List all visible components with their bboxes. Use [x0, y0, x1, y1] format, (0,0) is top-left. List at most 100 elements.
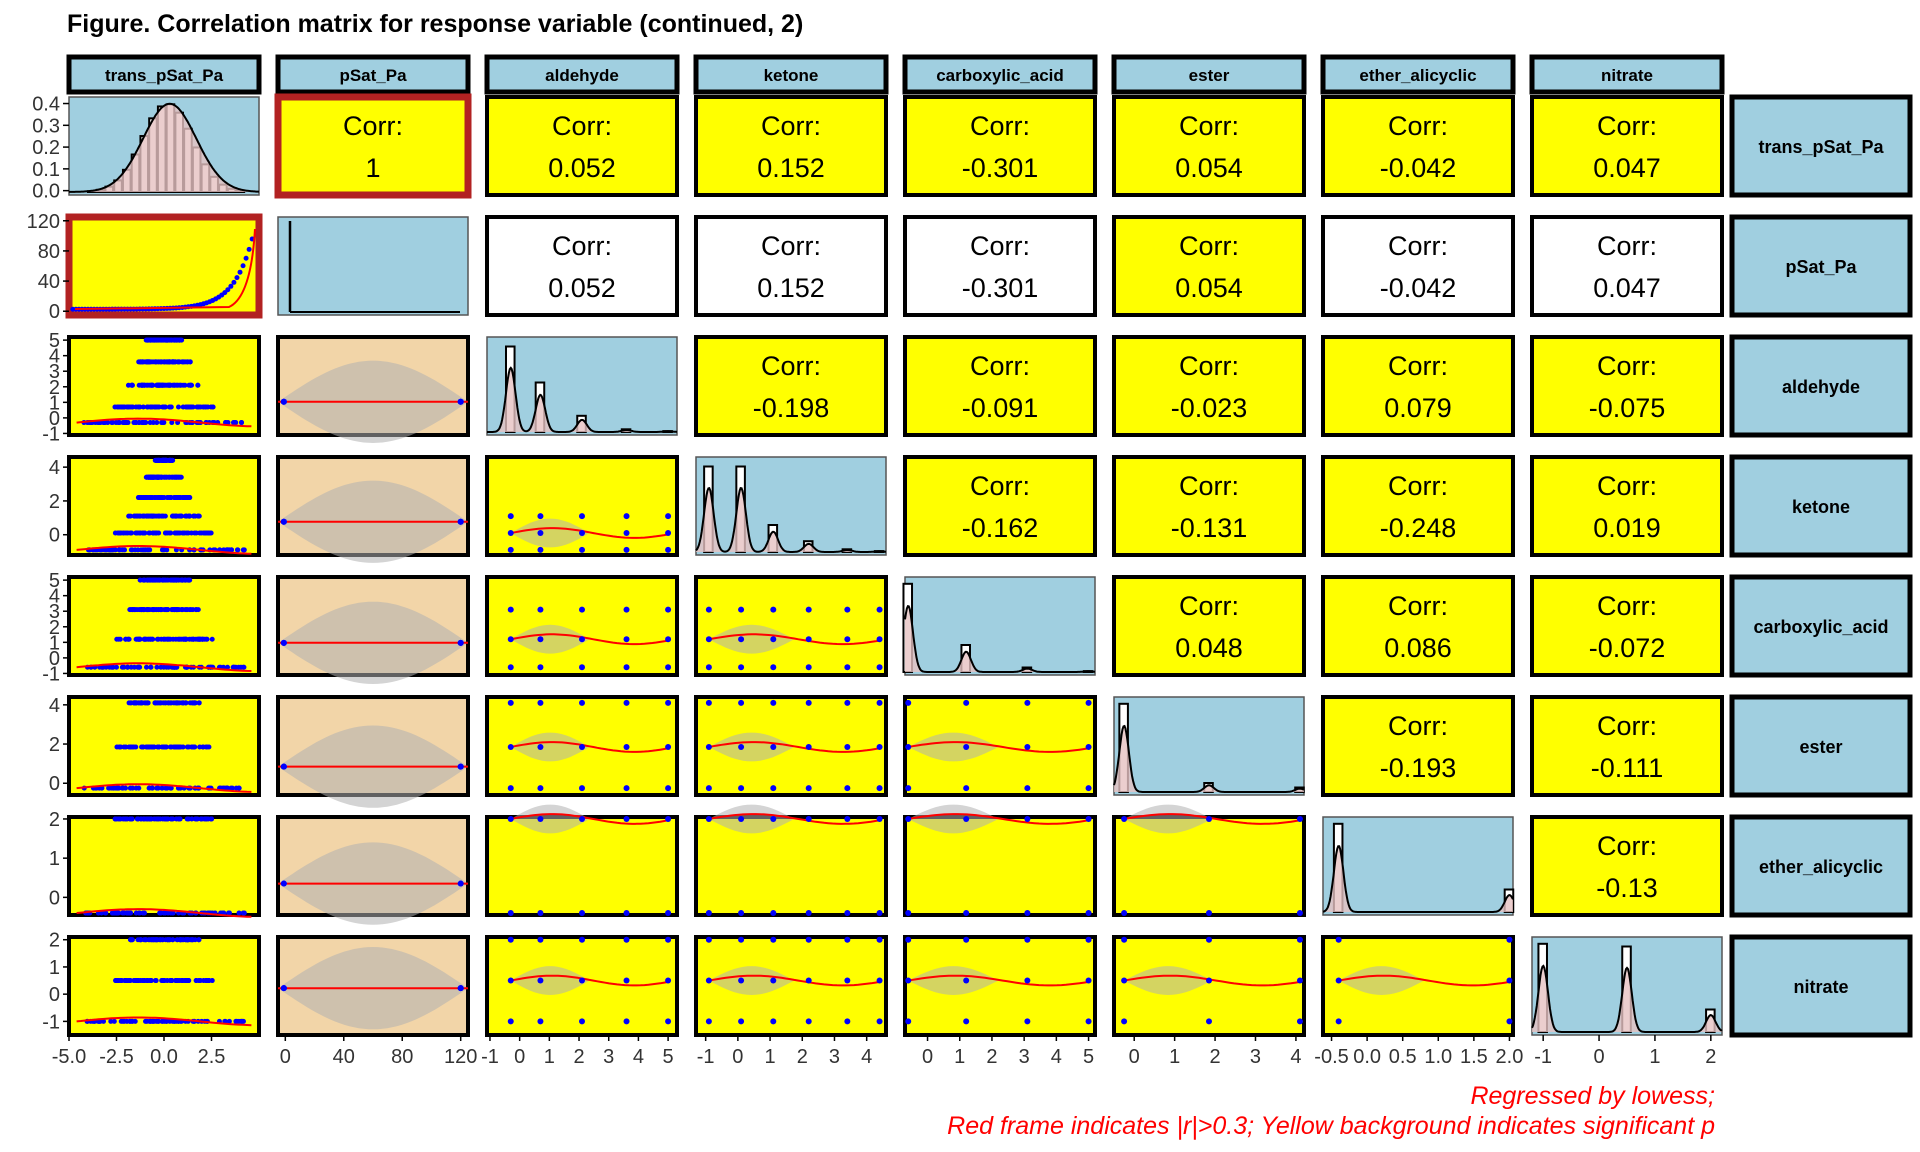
y-tick-label-trans_pSat_Pa: 0.2 — [32, 137, 60, 159]
data-point — [167, 978, 173, 984]
data-point — [805, 936, 812, 943]
data-point — [187, 607, 193, 613]
data-point — [146, 474, 152, 480]
data-point — [111, 1018, 117, 1024]
data-point — [191, 744, 197, 750]
data-point — [537, 815, 544, 822]
corr-value: 0.047 — [1593, 153, 1661, 183]
x-tick-label-ester: 2 — [1210, 1046, 1221, 1068]
data-point — [1024, 815, 1031, 822]
data-point — [623, 977, 630, 984]
data-point — [236, 785, 242, 791]
data-point — [805, 606, 812, 613]
data-point — [963, 815, 970, 822]
data-point — [139, 382, 145, 388]
data-point — [165, 607, 171, 613]
corr-value: -0.13 — [1596, 873, 1658, 903]
column-strip-label-aldehyde: aldehyde — [545, 66, 619, 85]
y-tick-label-pSat_Pa: 40 — [38, 271, 60, 293]
data-point — [186, 382, 192, 388]
data-point — [124, 404, 130, 410]
data-point — [209, 816, 215, 822]
data-point — [176, 382, 182, 388]
data-point — [876, 936, 883, 943]
diag-panel-pSat_Pa — [277, 216, 469, 316]
confidence-ribbon — [510, 732, 669, 762]
corr-panel-aldehyde-ketone — [694, 335, 888, 437]
corr-value: -0.091 — [962, 393, 1039, 423]
x-tick-label-ketone: 4 — [861, 1046, 872, 1068]
x-tick-label-aldehyde: 1 — [544, 1046, 555, 1068]
row-strip-label-pSat_Pa: pSat_Pa — [1785, 257, 1857, 277]
row-strip-label-ester: ester — [1799, 737, 1842, 757]
data-point — [507, 699, 514, 706]
smooth-line — [908, 741, 1089, 753]
data-point — [170, 513, 176, 519]
scatter-panel-ether_alicyclic-aldehyde — [485, 815, 679, 917]
data-point — [123, 420, 129, 426]
data-point — [147, 547, 153, 553]
data-point — [579, 910, 585, 917]
data-point — [195, 607, 201, 613]
data-point — [156, 1018, 162, 1024]
scatter-group-nitrate-ether_alicyclic — [1335, 936, 1513, 1025]
data-point — [665, 910, 672, 917]
row-strip-pSat_Pa — [1729, 214, 1913, 318]
data-point — [168, 816, 174, 822]
density-area — [1323, 846, 1513, 912]
x-tick-label-nitrate: 2 — [1705, 1046, 1716, 1068]
y-tick-label-carboxylic_acid: 5 — [49, 570, 60, 592]
density-area — [69, 103, 259, 192]
data-point — [738, 699, 745, 706]
data-point — [738, 1018, 745, 1025]
data-point — [138, 700, 144, 706]
data-point — [161, 547, 167, 553]
data-point — [805, 815, 812, 822]
data-point — [111, 910, 117, 916]
x-tick-label-pSat_Pa: 40 — [333, 1046, 355, 1068]
data-point — [233, 420, 239, 426]
data-point — [147, 577, 153, 583]
data-point — [223, 420, 229, 426]
data-point — [705, 977, 712, 984]
data-point — [193, 978, 199, 984]
corr-value: 0.019 — [1593, 513, 1661, 543]
data-point — [537, 530, 544, 537]
data-point — [623, 636, 630, 643]
scatter-group-carboxylic_acid-trans_pSat_Pa — [76, 577, 252, 672]
data-point — [182, 636, 188, 642]
data-point — [963, 977, 970, 984]
data-point — [145, 382, 151, 388]
data-point — [169, 457, 175, 463]
data-point — [1024, 977, 1031, 984]
data-point — [225, 287, 231, 293]
data-point — [162, 359, 168, 365]
data-point — [738, 743, 745, 750]
data-point — [1085, 910, 1092, 917]
corr-label: Corr: — [1388, 711, 1448, 741]
corr-value: -0.301 — [962, 153, 1039, 183]
data-point — [457, 763, 464, 770]
data-point — [107, 547, 113, 553]
data-point — [537, 606, 544, 613]
corr-value: 0.052 — [548, 153, 616, 183]
data-point — [280, 398, 287, 405]
data-point — [111, 785, 117, 791]
smooth-line — [1123, 813, 1301, 825]
data-point — [457, 518, 464, 525]
data-point — [141, 937, 147, 943]
x-tick-label-ester: 4 — [1290, 1046, 1301, 1068]
row-strip-label-trans_pSat_Pa: trans_pSat_Pa — [1758, 137, 1884, 157]
data-point — [805, 699, 812, 706]
data-point — [157, 910, 163, 916]
data-point — [770, 785, 777, 792]
scatter-group-aldehyde-trans_pSat_Pa — [76, 337, 252, 428]
x-tick-label-ether_alicyclic: -0.5 — [1314, 1046, 1348, 1068]
y-tick-label-aldehyde: 5 — [49, 330, 60, 352]
corr-label: Corr: — [552, 231, 612, 261]
data-point — [135, 816, 141, 822]
data-point — [153, 457, 159, 463]
data-point — [164, 785, 170, 791]
data-point — [1206, 1018, 1212, 1025]
